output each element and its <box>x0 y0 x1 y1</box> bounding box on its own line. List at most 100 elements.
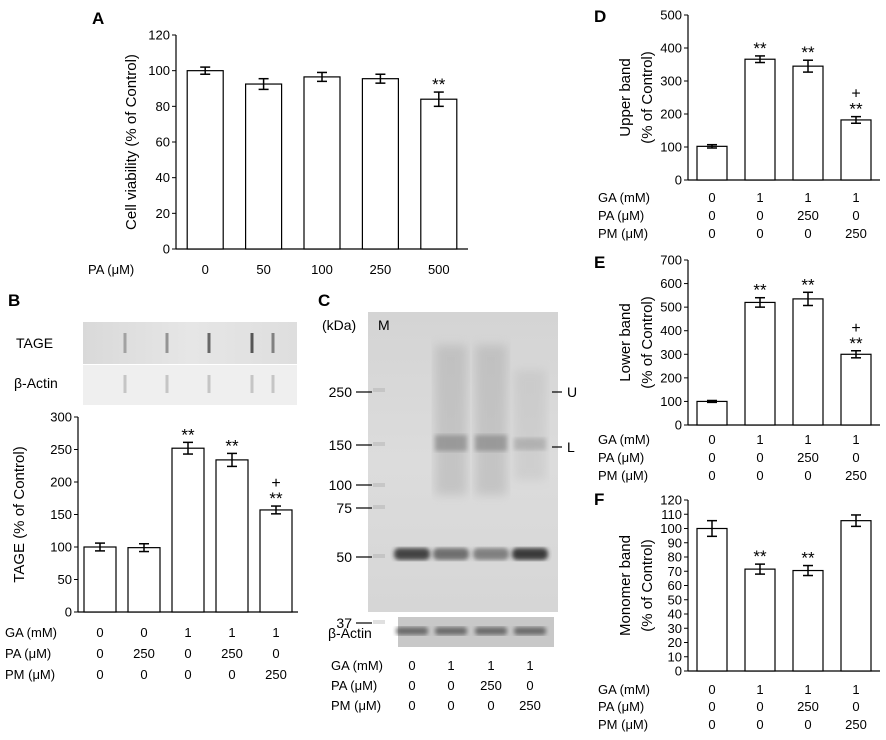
chart-e-condition-value: 0 <box>756 468 763 483</box>
blot-c-condition-value: 250 <box>480 678 502 693</box>
chart-d-condition-value: 250 <box>845 226 867 241</box>
marker-lane-band <box>373 442 385 446</box>
marker-lane-band <box>373 483 385 487</box>
chart-d-condition-value: 0 <box>756 226 763 241</box>
chart-f-condition-value: 0 <box>756 717 763 732</box>
chart-b-significance: ** <box>225 436 239 455</box>
chart-b-condition-value: 250 <box>133 646 155 661</box>
chart-b-significance: ** <box>181 425 195 444</box>
chart-d-bar <box>744 58 776 181</box>
chart-b-condition-value: 0 <box>96 646 103 661</box>
chart-f-bar <box>792 569 824 672</box>
marker-lane-band <box>373 554 385 558</box>
chart-e-condition-value: 0 <box>708 468 715 483</box>
blot-c-western <box>368 312 558 647</box>
marker-lane-band <box>373 620 385 624</box>
chart-b-condition-value: 0 <box>96 625 103 640</box>
chart-d-significance: ** <box>801 43 815 62</box>
blot-c-row-label: PM (μM) <box>331 698 381 713</box>
chart-f-significance: ** <box>801 549 815 568</box>
chart-d-ytick-label: 400 <box>660 41 682 56</box>
chart-f-condition-value: 0 <box>708 699 715 714</box>
chart-e-row-label: PM (μM) <box>598 468 648 483</box>
chart-b-ytick-label: 0 <box>65 605 72 620</box>
chart-d-ytick-label: 0 <box>675 173 682 188</box>
chart-e-condition-value: 1 <box>756 432 763 447</box>
chart-f-condition-value: 1 <box>852 682 859 697</box>
chart-f-ytick-label: 50 <box>668 592 682 607</box>
chart-d-row-label: PM (μM) <box>598 226 648 241</box>
tage-slot-band <box>271 333 275 353</box>
chart-f-ylabel: Monomer band <box>617 535 634 636</box>
panel-letter-f: F <box>594 490 604 509</box>
western-monomer-band <box>394 548 430 560</box>
chart-f-row-label: GA (mM) <box>598 682 650 697</box>
chart-a-condition-value: 50 <box>256 262 270 277</box>
western-monomer-band <box>473 548 509 560</box>
chart-f-bar <box>840 520 872 672</box>
chart-b-condition-value: 1 <box>228 625 235 640</box>
chart-f-ytick-label: 70 <box>668 564 682 579</box>
panel-letter-e: E <box>594 253 605 272</box>
chart-d-bar <box>792 65 824 181</box>
chart-d-condition-value: 1 <box>804 190 811 205</box>
chart-d-significance: ** <box>753 39 767 58</box>
chart-f-significance: ** <box>753 547 767 566</box>
chart-e-bar <box>840 353 872 426</box>
chart-e-condition-value: 0 <box>852 450 859 465</box>
blot-c-condition-value: 0 <box>408 698 415 713</box>
chart-e-ylabel: Lower band <box>617 303 634 381</box>
chart-f-ytick-label: 110 <box>661 507 682 522</box>
chart-e-ytick-label: 500 <box>660 300 682 315</box>
chart-a-ytick-label: 80 <box>156 99 170 114</box>
chart-a-bar <box>186 70 224 250</box>
chart-b-plus-marker: + <box>271 475 280 492</box>
chart-a-cell-viability: 0 20 40 60 80 100 120 Cell viability (% of Cont… <box>88 28 468 277</box>
band-marker-label: U <box>567 384 577 400</box>
chart-b-row-label: PM (μM) <box>5 667 55 682</box>
blot-c-condition-value: 1 <box>487 658 494 673</box>
chart-f-ytick-label: 80 <box>668 550 682 565</box>
western-bands <box>373 345 548 624</box>
chart-f-ytick-label: 40 <box>668 607 682 622</box>
tage-blot-strip <box>83 322 297 364</box>
chart-a-row-label: PA (μM) <box>88 262 134 277</box>
actin-band <box>514 627 546 635</box>
chart-a-bar <box>245 83 283 250</box>
chart-a-ytick-label: 120 <box>148 28 170 43</box>
chart-b-bar <box>215 459 249 613</box>
chart-b-condition-value: 1 <box>272 625 279 640</box>
chart-e-condition-value: 250 <box>845 468 867 483</box>
blot-c-actin-label: β-Actin <box>328 625 372 641</box>
chart-d-ytick-label: 300 <box>660 74 682 89</box>
blot-b-label-tage: TAGE <box>16 335 53 351</box>
chart-d-condition-value: 0 <box>852 208 859 223</box>
chart-e-plus-marker: + <box>851 320 860 337</box>
chart-b-ytick-label: 100 <box>50 540 72 555</box>
chart-d-ylabel: (% of Control) <box>639 51 656 144</box>
chart-d-ytick-label: 100 <box>660 140 682 155</box>
chart-f-ytick-label: 120 <box>660 493 682 508</box>
chart-e-condition-value: 0 <box>708 432 715 447</box>
chart-b-bar <box>171 447 205 613</box>
mw-marker-label: 75 <box>336 500 352 516</box>
mw-marker-label: 50 <box>336 549 352 565</box>
chart-e-condition-value: 0 <box>756 450 763 465</box>
chart-f-ytick-label: 60 <box>668 578 682 593</box>
chart-e-row-label: GA (mM) <box>598 432 650 447</box>
panel-letter-b: B <box>8 291 20 310</box>
chart-e-ytick-label: 200 <box>660 370 682 385</box>
chart-b-ytick-label: 250 <box>50 442 72 457</box>
panel-letter-d: D <box>594 7 606 26</box>
chart-a-ytick-label: 20 <box>156 206 170 221</box>
western-smear <box>514 370 546 480</box>
chart-a-ytick-label: 100 <box>148 63 170 78</box>
chart-a-ytick-label: 40 <box>156 170 170 185</box>
blot-c-condition-value: 1 <box>447 658 454 673</box>
chart-b-ytick-label: 200 <box>50 475 72 490</box>
chart-f-condition-value: 0 <box>708 717 715 732</box>
